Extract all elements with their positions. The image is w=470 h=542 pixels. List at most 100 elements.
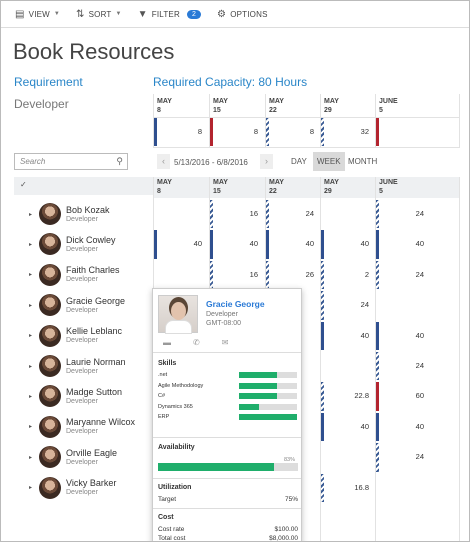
grid-divider: [459, 94, 460, 147]
resource-name: Laurie Norman: [66, 356, 126, 367]
next-period-button[interactable]: ›: [260, 154, 273, 169]
resource-row[interactable]: ▸ Dick Cowley Developer: [29, 229, 153, 259]
required-capacity: Required Capacity: 80 Hours: [153, 75, 308, 89]
expand-icon[interactable]: ▸: [29, 485, 33, 492]
expand-icon[interactable]: ▸: [29, 211, 33, 218]
resource-row[interactable]: ▸ Vicky Barker Developer: [29, 473, 153, 503]
availability-fill: [158, 463, 275, 471]
resource-row[interactable]: ▸ Faith Charles Developer: [29, 260, 153, 290]
view-label: VIEW: [28, 9, 50, 19]
avatar: [39, 324, 61, 347]
booking-status-bar: [321, 473, 324, 502]
search-placeholder: Search: [20, 157, 46, 166]
avatar: [39, 385, 61, 408]
skill-level-fill: [239, 372, 277, 378]
requirement-status-bar: [321, 118, 324, 146]
checkmark-icon: ✓: [20, 180, 27, 189]
expand-icon[interactable]: ▸: [29, 272, 33, 279]
resource-photo: [158, 295, 198, 334]
resource-name: Maryanne Wilcox: [66, 417, 136, 428]
booking-status-bar: [154, 230, 157, 259]
grid-divider: [320, 94, 321, 147]
resource-week-header: JUNE 5: [379, 178, 398, 196]
booking-hours: 40: [415, 421, 424, 431]
resource-row[interactable]: ▸ Maryanne Wilcox Developer: [29, 412, 153, 442]
expand-icon[interactable]: ▸: [29, 393, 33, 400]
phone-icon[interactable]: ✆: [193, 338, 200, 347]
resource-name: Orville Eagle: [66, 447, 118, 458]
tab-day[interactable]: DAY: [291, 157, 307, 166]
chat-icon[interactable]: ▬: [163, 338, 171, 347]
booking-status-bar: [376, 200, 379, 229]
expand-icon[interactable]: ▸: [29, 363, 33, 370]
expand-icon[interactable]: ▸: [29, 241, 33, 248]
options-button[interactable]: ⚙ OPTIONS: [217, 9, 268, 20]
resource-week-header: MAY 8: [157, 178, 172, 196]
week-day: 29: [324, 188, 332, 195]
search-input[interactable]: Search ⚲: [14, 153, 128, 170]
expand-icon[interactable]: ▸: [29, 424, 33, 431]
booking-hours: 40: [249, 239, 258, 249]
resource-row[interactable]: ▸ Madge Sutton Developer: [29, 381, 153, 411]
week-month: MAY: [213, 98, 228, 105]
booking-status-bar: [376, 230, 379, 259]
booking-hours: 24: [415, 209, 424, 218]
resource-row[interactable]: ▸ Gracie George Developer: [29, 290, 153, 320]
resource-info: Bob Kozak Developer: [66, 205, 110, 224]
resource-role: Developer: [66, 367, 98, 375]
expand-icon[interactable]: ▸: [29, 333, 33, 340]
grid-divider: [320, 177, 321, 541]
resource-role: Developer: [66, 306, 98, 314]
requirement-status-bar: [376, 118, 379, 146]
skill-level-bar: [239, 393, 297, 399]
resource-row[interactable]: ▸ Orville Eagle Developer: [29, 442, 153, 472]
booking-status-bar: [210, 230, 213, 259]
prev-period-button[interactable]: ‹: [157, 154, 170, 169]
availability-title: Availability: [158, 444, 195, 451]
mail-icon[interactable]: ✉: [221, 338, 229, 347]
skill-name: Agile Methodology: [158, 382, 204, 389]
tab-month[interactable]: MONTH: [348, 157, 378, 166]
booking-hours: 24: [305, 209, 314, 218]
expand-icon[interactable]: ▸: [29, 302, 33, 309]
options-label: OPTIONS: [230, 9, 268, 19]
select-all-row[interactable]: ✓: [14, 177, 153, 195]
skill-level-bar: [239, 372, 297, 378]
week-day: 8: [157, 107, 161, 114]
booking-hours: 24: [415, 269, 424, 279]
booking-status-bar: [376, 260, 379, 290]
booking-hours: 40: [415, 330, 424, 340]
resource-row[interactable]: ▸ Kellie Leblanc Developer: [29, 321, 153, 351]
skill-level-bar: [239, 403, 297, 410]
week-month: MAY: [157, 98, 172, 105]
booking-status-bar: [321, 260, 324, 290]
resource-name: Madge Sutton: [66, 386, 123, 397]
resource-week-header: MAY 22: [269, 178, 284, 196]
total-cost-label: Total cost: [158, 535, 186, 542]
resource-name: Gracie George: [66, 295, 126, 306]
requirement-week-header: MAY 8: [157, 97, 172, 115]
week-month: MAY: [324, 179, 339, 186]
requirement-value: Developer: [14, 97, 69, 111]
resource-row[interactable]: ▸ Laurie Norman Developer: [29, 351, 153, 381]
view-button[interactable]: ▤ VIEW ▼: [15, 9, 60, 20]
expand-icon[interactable]: ▸: [29, 454, 33, 461]
cost-title: Cost: [158, 514, 174, 521]
booking-status-bar: [376, 321, 379, 350]
grid-divider: [375, 94, 376, 147]
booking-status-bar: [376, 412, 379, 442]
resource-role: Developer: [66, 428, 98, 436]
resource-role: Developer: [66, 458, 98, 466]
sort-button[interactable]: ⇅ SORT ▼: [76, 9, 122, 20]
filter-button[interactable]: ▼ FILTER 2: [138, 9, 202, 20]
card-resource-name[interactable]: Gracie George: [206, 299, 265, 309]
tab-week[interactable]: WEEK: [313, 152, 345, 171]
resource-grid-header: [153, 177, 460, 198]
requirement-status-bar: [154, 118, 157, 146]
week-month: MAY: [324, 98, 339, 105]
cost-rate-row: Cost rate $100.00: [158, 526, 298, 533]
booking-hours: 2: [364, 269, 369, 279]
booking-hours: 40: [193, 239, 202, 249]
resource-row[interactable]: ▸ Bob Kozak Developer: [29, 199, 153, 229]
